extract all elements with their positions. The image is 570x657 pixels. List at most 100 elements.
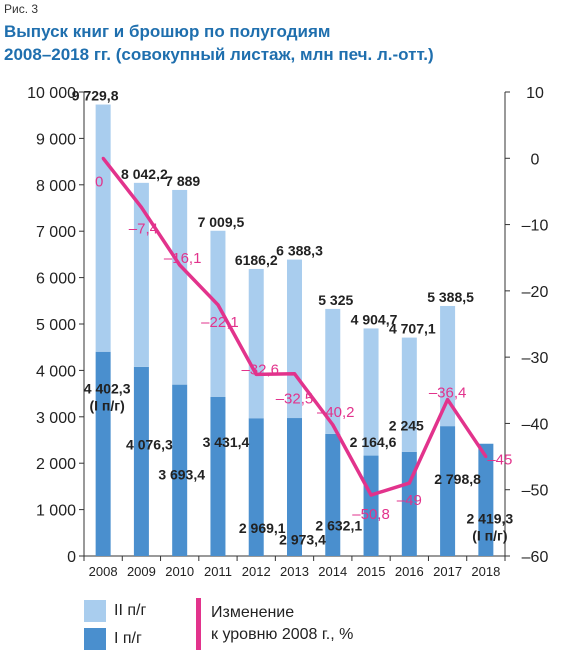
chart-title: Выпуск книг и брошюр по полугодиям 2008–… [4, 20, 564, 66]
bar-h1 [440, 426, 456, 556]
line-point [139, 205, 143, 209]
line-point [216, 303, 220, 307]
y-tick-label-right: –20 [522, 284, 549, 301]
x-tick-label: 2018 [471, 564, 500, 579]
legend: II п/г I п/г Изменение к уровню 2008 г.,… [84, 596, 554, 652]
y-tick-label-left: 1 000 [36, 503, 76, 520]
data-label-h1: 3 431,4 [203, 434, 250, 450]
y-tick-label-left: 8 000 [36, 178, 76, 195]
line-point [101, 156, 105, 160]
bar-h2 [210, 230, 226, 397]
data-label-total: 6 388,3 [276, 243, 323, 259]
line-point-label: –16,1 [164, 250, 202, 267]
legend-item-line: Изменение к уровню 2008 г., % [196, 598, 353, 650]
bar-h1 [287, 418, 302, 556]
bar-h2 [363, 328, 379, 456]
bar-h1 [210, 396, 226, 556]
bar-h1 [95, 351, 111, 556]
data-label-total: 4 904,7 [351, 311, 398, 327]
data-label-h1: 3 693,4 [158, 466, 205, 482]
x-tick-label: 2012 [242, 564, 271, 579]
line-point [484, 455, 488, 459]
data-label-total: 9 729,8 [72, 88, 119, 104]
y-tick-label-right: 10 [526, 85, 544, 102]
data-label-h1: 2 164,6 [350, 434, 397, 450]
bar-h2 [133, 182, 149, 367]
y-tick-label-right: –40 [522, 416, 549, 433]
legend-swatch-line [196, 598, 201, 650]
data-label-h1: 2 419,3 (I п/г) [467, 511, 514, 544]
data-label-total: 7 889 [165, 173, 200, 189]
line-point [293, 372, 296, 376]
line-point [446, 398, 450, 402]
y-tick-label-right: –60 [522, 549, 549, 566]
legend-label-h2: II п/г [114, 602, 147, 619]
data-label-total: 8 042,2 [121, 166, 168, 182]
data-label-h1: 2 969,1 [239, 520, 286, 536]
data-label-h1: 4 076,3 [126, 436, 173, 452]
data-label-h1: 2 973,4 [279, 531, 326, 547]
y-tick-label-right: 0 [531, 151, 540, 168]
x-tick-label: 2014 [318, 564, 347, 579]
legend-label-line-1: Изменение [211, 604, 295, 621]
line-point-label: –32,6 [241, 361, 279, 378]
data-label-h1: 2 632,1 [315, 517, 362, 533]
x-tick-label: 2010 [165, 564, 194, 579]
line-point [178, 263, 182, 267]
line-point-label: 0 [95, 173, 103, 190]
chart-title-line-2: 2008–2018 гг. (совокупный листаж, млн пе… [4, 45, 434, 64]
legend-item-h1: I п/г [84, 628, 142, 650]
x-tick-label: 2016 [395, 564, 424, 579]
bar-h1 [133, 366, 149, 556]
data-label-h1: 2 245 [389, 418, 424, 434]
y-tick-label-left: 0 [67, 549, 76, 566]
bar-h1 [478, 443, 494, 556]
data-label-h1: 4 402,3 (I п/г) [84, 381, 131, 414]
data-label-total: 6186,2 [235, 252, 278, 268]
line-point-label: –22,1 [201, 314, 239, 331]
x-tick-label: 2009 [127, 564, 156, 579]
bar-h2 [248, 268, 264, 419]
x-tick-label: 2015 [357, 564, 386, 579]
y-tick-label-left: 10 000 [27, 85, 76, 102]
bar-h1 [248, 418, 264, 556]
legend-item-h2: II п/г [84, 600, 146, 622]
y-tick-label-right: –10 [522, 218, 549, 235]
line-point-label: –40,2 [317, 404, 355, 421]
legend-label-line-2: к уровню 2008 г., % [211, 626, 354, 643]
legend-label-h1: I п/г [114, 630, 142, 647]
data-label-total: 4 707,1 [389, 321, 436, 337]
y-tick-label-right: –30 [522, 350, 549, 367]
chart-title-line-1: Выпуск книг и брошюр по полугодиям [4, 22, 331, 41]
y-tick-label-left: 2 000 [36, 456, 76, 473]
line-point-label: –36,4 [429, 385, 467, 402]
data-label-total: 7 009,5 [198, 214, 245, 230]
y-tick-label-left: 9 000 [36, 131, 76, 148]
bar-h1 [172, 384, 188, 556]
bar-h2 [172, 189, 188, 385]
legend-swatch-h1 [84, 628, 106, 650]
line-point-label: –32,5 [276, 391, 314, 408]
y-tick-label-left: 7 000 [36, 224, 76, 241]
line-point-label: –50,8 [352, 506, 390, 523]
bar-h2 [95, 104, 111, 352]
y-tick-label-left: 5 000 [36, 317, 76, 334]
line-point-label: –49 [397, 492, 422, 509]
bar-h1 [325, 433, 341, 556]
figure-label: Рис. 3 [4, 2, 39, 16]
x-tick-label: 2013 [280, 564, 309, 579]
y-tick-label-left: 6 000 [36, 271, 76, 288]
legend-swatch-h2 [84, 600, 106, 622]
bar-h1 [363, 455, 379, 556]
line-point-label: –45 [487, 452, 512, 469]
data-label-h1: 2 798,8 [434, 471, 481, 487]
x-tick-label: 2011 [204, 564, 232, 579]
line-point-label: –7,4 [129, 220, 158, 237]
bar-h2 [401, 337, 417, 452]
x-tick-label: 2008 [89, 564, 118, 579]
chart: 0 1 000 2 000 3 000 4 000 5 000 6 000 7 000 8 00… [27, 85, 549, 579]
line-point [331, 423, 335, 427]
y-tick-label-left: 3 000 [36, 410, 76, 427]
y-tick-label-right: –50 [522, 483, 549, 500]
bar-h2 [325, 308, 341, 434]
